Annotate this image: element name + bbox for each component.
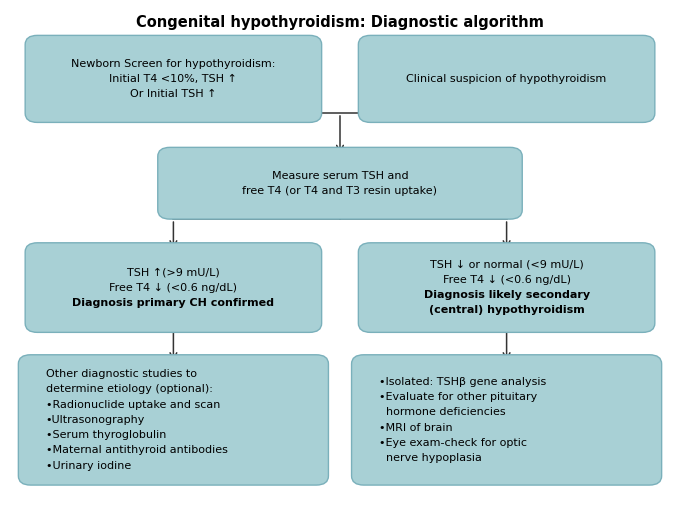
Text: nerve hypoplasia: nerve hypoplasia [379,453,481,463]
Text: Other diagnostic studies to: Other diagnostic studies to [46,369,197,379]
Text: •Maternal antithyroid antibodies: •Maternal antithyroid antibodies [46,445,227,456]
Text: Free T4 ↓ (<0.6 ng/dL): Free T4 ↓ (<0.6 ng/dL) [109,282,237,293]
Text: •Radionuclide uptake and scan: •Radionuclide uptake and scan [46,400,220,410]
FancyBboxPatch shape [25,243,322,332]
Text: Free T4 ↓ (<0.6 ng/dL): Free T4 ↓ (<0.6 ng/dL) [443,275,571,285]
Text: Or Initial TSH ↑: Or Initial TSH ↑ [130,89,217,99]
Text: free T4 (or T4 and T3 resin uptake): free T4 (or T4 and T3 resin uptake) [243,186,437,196]
Text: •Serum thyroglobulin: •Serum thyroglobulin [46,430,166,440]
FancyBboxPatch shape [352,355,662,485]
FancyBboxPatch shape [18,355,328,485]
Text: •MRI of brain: •MRI of brain [379,422,452,433]
Text: •Ultrasonography: •Ultrasonography [46,415,145,425]
FancyBboxPatch shape [358,36,655,123]
FancyBboxPatch shape [25,36,322,123]
Text: Clinical suspicion of hypothyroidism: Clinical suspicion of hypothyroidism [407,74,607,84]
Text: Measure serum TSH and: Measure serum TSH and [272,171,408,181]
Text: •Urinary iodine: •Urinary iodine [46,461,131,471]
Text: Newborn Screen for hypothyroidism:: Newborn Screen for hypothyroidism: [71,59,275,69]
Text: Diagnosis likely secondary: Diagnosis likely secondary [424,290,590,300]
Text: •Eye exam-check for optic: •Eye exam-check for optic [379,438,527,448]
FancyBboxPatch shape [158,148,522,219]
Text: •Isolated: TSHβ gene analysis: •Isolated: TSHβ gene analysis [379,377,546,387]
Text: Congenital hypothyroidism: Diagnostic algorithm: Congenital hypothyroidism: Diagnostic al… [136,15,544,31]
Text: determine etiology (optional):: determine etiology (optional): [46,384,212,394]
FancyBboxPatch shape [358,243,655,332]
Text: Diagnosis primary CH confirmed: Diagnosis primary CH confirmed [72,298,275,308]
Text: TSH ↓ or normal (<9 mU/L): TSH ↓ or normal (<9 mU/L) [430,260,583,270]
Text: TSH ↑(>9 mU/L): TSH ↑(>9 mU/L) [127,267,220,277]
Text: (central) hypothyroidism: (central) hypothyroidism [428,305,585,316]
Text: Initial T4 <10%, TSH ↑: Initial T4 <10%, TSH ↑ [109,74,237,84]
Text: hormone deficiencies: hormone deficiencies [379,407,505,417]
Text: •Evaluate for other pituitary: •Evaluate for other pituitary [379,392,537,402]
